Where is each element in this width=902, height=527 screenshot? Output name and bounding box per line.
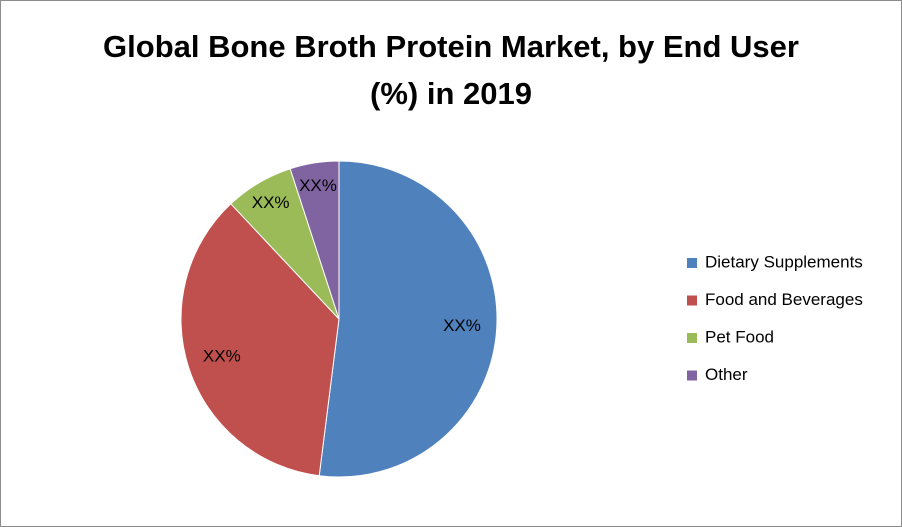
legend-label: Other [705, 365, 748, 384]
data-label: XX% [203, 347, 241, 366]
legend-swatch [687, 370, 697, 381]
legend-label: Food and Beverages [705, 290, 863, 309]
data-label: XX% [252, 193, 290, 212]
pie-slice [318, 160, 498, 478]
data-label: XX% [443, 316, 481, 335]
legend-label: Dietary Supplements [705, 252, 863, 271]
pie-slice [289, 160, 340, 320]
legend-label: Pet Food [705, 327, 774, 346]
pie-slice [180, 203, 340, 477]
legend-swatch [687, 295, 697, 306]
legend-swatch [687, 258, 697, 268]
data-label: XX% [299, 176, 337, 195]
chart-title: Global Bone Broth Protein Market, by End… [103, 29, 799, 111]
legend-swatch [687, 333, 697, 343]
